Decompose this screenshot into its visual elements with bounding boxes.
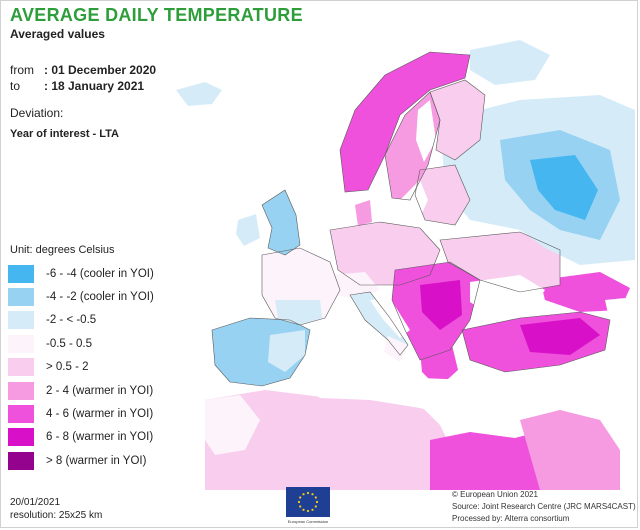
map-region-denmark [355, 200, 372, 226]
legend-swatch [8, 405, 34, 424]
legend-item: -6 - -4 (cooler in YOI) [8, 262, 154, 285]
legend-label: 2 - 4 (warmer in YOI) [46, 384, 154, 397]
legend-label: > 8 (warmer in YOI) [46, 454, 147, 467]
from-value: : 01 December 2020 [44, 63, 157, 77]
processed-by: Processed by: Alterra consortium [452, 514, 570, 523]
map-region-iceland [176, 82, 222, 106]
map-region-balkans-core [420, 280, 462, 330]
map-water-mediterranean [300, 370, 540, 425]
eu-stars [286, 487, 330, 517]
map-water-baltic [395, 180, 428, 222]
map-region-arabia [520, 410, 620, 490]
legend-swatch [8, 334, 34, 353]
legend-label: 4 - 6 (warmer in YOI) [46, 408, 154, 421]
map-region-great-britain [262, 190, 300, 255]
map-country-borders [211, 51, 611, 387]
legend-swatch [8, 428, 34, 447]
legend-label: > 0.5 - 2 [46, 361, 89, 374]
deviation-value: Year of interest - LTA [10, 128, 120, 140]
legend-item: > 8 (warmer in YOI) [8, 449, 154, 472]
period-to: to : 18 January 2021 [10, 78, 156, 94]
map-region-turkey-east [520, 318, 600, 355]
map-region-north-africa-west [205, 395, 260, 455]
map-region-finland [430, 80, 485, 160]
legend-label: -4 - -2 (cooler in YOI) [46, 291, 154, 304]
legend: Unit: degrees Celsius -6 - -4 (cooler in… [8, 244, 154, 473]
from-label: from [10, 63, 34, 77]
map-region-france-south [275, 300, 322, 325]
map-region-russia-colder [530, 155, 598, 220]
legend-swatch [8, 451, 34, 470]
legend-swatch [8, 288, 34, 307]
legend-item: 4 - 6 (warmer in YOI) [8, 402, 154, 425]
map-region-kola [470, 40, 550, 85]
map-water-black-sea [470, 275, 545, 315]
eu-caption: European Commission [287, 519, 329, 524]
eu-flag-icon [286, 487, 330, 517]
to-value: : 18 January 2021 [44, 79, 145, 93]
map-region-norway [340, 52, 470, 192]
resolution: resolution: 25x25 km [10, 510, 103, 521]
legend-item: 2 - 4 (warmer in YOI) [8, 379, 154, 402]
map-region-greece [420, 345, 458, 388]
legend-item: > 0.5 - 2 [8, 356, 154, 379]
legend-label: -2 - < -0.5 [46, 314, 97, 327]
legend-swatch [8, 381, 34, 400]
legend-item: 6 - 8 (warmer in YOI) [8, 426, 154, 449]
footer-right: © European Union 2021 Source: Joint Rese… [452, 489, 636, 525]
to-label: to [10, 79, 21, 93]
copyright: © European Union 2021 [452, 490, 538, 499]
map-region-baltic-states [415, 165, 470, 225]
legend-label: -0.5 - 0.5 [46, 337, 93, 350]
legend-swatch [8, 311, 34, 330]
map-title: AVERAGE DAILY TEMPERATURE [10, 5, 303, 25]
footer-left: 20/01/2021 resolution: 25x25 km [10, 496, 102, 522]
legend-item: -2 - < -0.5 [8, 309, 154, 332]
legend-swatch [8, 264, 34, 283]
map-region-iberia-east [268, 330, 305, 372]
map-region-north-africa [205, 390, 455, 490]
period-block: from : 01 December 2020 to : 18 January 20… [10, 62, 156, 94]
legend-swatch [8, 358, 34, 377]
source: Source: Joint Research Centre (JRC MARS4… [452, 502, 636, 511]
period-from: from : 01 December 2020 [10, 62, 156, 78]
temperature-deviation-map [176, 40, 635, 490]
legend-label: -6 - -4 (cooler in YOI) [46, 267, 154, 280]
map-subtitle: Averaged values [10, 27, 105, 41]
issue-date: 20/01/2021 [10, 497, 61, 508]
legend-label: 6 - 8 (warmer in YOI) [46, 431, 154, 444]
legend-unit: Unit: degrees Celsius [10, 244, 115, 256]
map-water-caspian [605, 298, 628, 332]
map-water-gulf-of-bothnia [416, 100, 436, 162]
legend-item: -0.5 - 0.5 [8, 332, 154, 355]
map-region-ireland [236, 214, 260, 246]
map-region-ukraine [440, 232, 560, 292]
legend-item: -4 - -2 (cooler in YOI) [8, 285, 154, 308]
deviation-label: Deviation: [10, 106, 64, 120]
